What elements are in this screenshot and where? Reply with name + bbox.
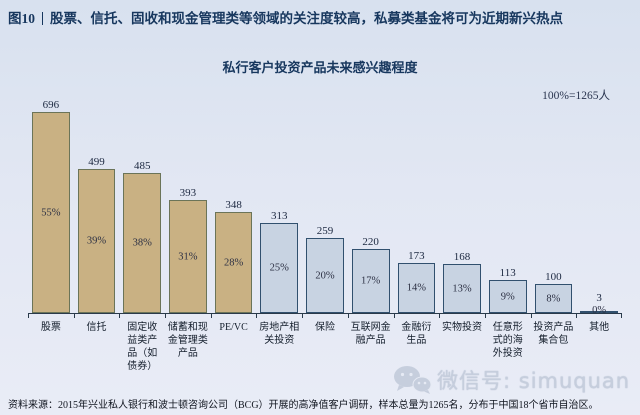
x-axis-label: PE/VC <box>219 322 248 333</box>
bar-normal: 25% <box>260 223 299 313</box>
x-axis-label: 信托 <box>86 322 107 333</box>
chart-title: 私行客户投资产品未来感兴趣程度 <box>222 60 418 75</box>
x-axis-label: 固定收 益类产 品（如 债券） <box>127 322 158 372</box>
bar-column: 100 8% <box>530 271 577 318</box>
sample-size-note: 100%=1265人 <box>542 90 610 102</box>
x-axis-label: 互联网金 融产品 <box>350 322 391 346</box>
bar-pct-label: 55% <box>41 207 61 218</box>
bar-column: 113 9% <box>484 267 531 318</box>
plot-area: 696 55% 499 39% 485 38% 393 31% 348 28% 313 25% 259 2… <box>28 96 622 318</box>
axis-tick <box>28 314 29 318</box>
axis-tick <box>302 314 304 318</box>
bar-pct-label: 9% <box>500 291 515 302</box>
figure-tag: 图10 <box>8 11 35 26</box>
bar-value-label: 100 <box>545 271 562 283</box>
bar-pct-label: 0% <box>592 305 607 316</box>
bar-pct-label: 28% <box>223 257 244 268</box>
bar-column: 696 55% <box>28 99 74 318</box>
bar-column: 313 25% <box>256 210 302 318</box>
bar-column: 220 17% <box>347 236 394 318</box>
bar-column: 168 13% <box>439 251 485 318</box>
bar-value-label: 173 <box>408 250 425 262</box>
bar-normal: 9% <box>488 280 527 313</box>
bar-value-label: 393 <box>179 187 197 199</box>
figure-header: 图10 股票、信托、固收和现金管理类等领域的关注度较高，私募类基金将可为近期新兴热… <box>8 10 634 28</box>
x-axis-label: 实物投资 <box>442 322 483 333</box>
bar-value-label: 485 <box>133 160 151 172</box>
axis-tick <box>210 314 212 318</box>
axis-tick <box>576 314 578 318</box>
bar-column: 3 0% <box>576 292 622 318</box>
axis-tick <box>165 314 167 318</box>
bar-normal: 20% <box>306 238 344 313</box>
bar-value-label: 220 <box>362 236 379 248</box>
bar-pct-label: 13% <box>452 283 472 294</box>
axis-tick <box>439 314 441 318</box>
bar-normal: 14% <box>397 263 436 313</box>
x-axis-label: 房地产相 关投资 <box>259 322 300 346</box>
bar-pct-label: 25% <box>269 262 289 274</box>
axis-tick <box>119 314 121 318</box>
watermark-text: 微信号: simuquan <box>437 369 631 393</box>
bar-highlight: 39% <box>77 169 116 313</box>
bar-value-label: 259 <box>316 225 334 237</box>
wechat-icon <box>394 366 432 394</box>
bar-pct-label: 20% <box>315 270 335 281</box>
bar-highlight: 55% <box>32 112 70 313</box>
bar-column: 259 20% <box>302 225 348 318</box>
axis-tick <box>347 314 349 318</box>
bar-pct-label: 31% <box>178 251 198 262</box>
x-axis-label: 任意形 式的海 外投资 <box>492 322 523 359</box>
axis-tick <box>393 314 395 318</box>
bar-value-label: 113 <box>499 267 516 279</box>
bar-highlight: 28% <box>214 212 253 313</box>
bar-normal: 13% <box>443 264 481 313</box>
bar-value-label: 499 <box>88 156 105 168</box>
x-axis-label: 股票 <box>40 322 61 333</box>
figure-tag-divider <box>42 12 43 25</box>
x-axis-label: 金融衍 生品 <box>401 322 432 346</box>
bar-column: 393 31% <box>165 187 211 318</box>
axis-tick <box>530 314 532 318</box>
x-axis-label: 储蓄和现 金管理类 产品 <box>167 322 208 359</box>
bar-normal: 8% <box>534 284 573 313</box>
watermark: 微信号: simuquan <box>392 365 630 395</box>
bar-value-label: 348 <box>225 199 242 211</box>
x-axis-label: 保险 <box>314 322 335 333</box>
axis-tick <box>73 314 75 318</box>
x-labels: 股票 信托 固定收 益类产 品（如 债券） 储蓄和现 金管理类 产品 PE/VC 房地产相… <box>28 321 622 373</box>
bar-pct-label: 38% <box>132 237 152 249</box>
bar-pct-label: 14% <box>406 282 426 294</box>
bar-normal <box>580 311 618 313</box>
bar-pct-label: 17% <box>361 275 381 287</box>
bar-value-label: 696 <box>42 99 60 111</box>
bar-value-label: 3 <box>596 292 602 304</box>
source-note: 资料来源：2015年兴业私人银行和波士顿咨询公司（BCG）开展的高净值客户调研，… <box>8 400 599 411</box>
bar-column: 173 14% <box>393 250 440 318</box>
bar-pct-label: 8% <box>546 293 561 304</box>
bar-value-label: 168 <box>453 251 471 263</box>
x-axis-label: 投资产品 集合包 <box>533 322 574 346</box>
bar-highlight: 31% <box>169 200 207 313</box>
bar-pct-label: 39% <box>86 235 107 247</box>
figure-headline: 股票、信托、固收和现金管理类等领域的关注度较高，私募类基金将可为近期新兴热点 <box>50 11 563 26</box>
bar-column: 485 38% <box>119 160 165 318</box>
bar-highlight: 38% <box>123 173 162 313</box>
axis-tick <box>256 314 258 318</box>
bar-value-label: 313 <box>271 210 288 222</box>
bar-column: 499 39% <box>73 156 120 318</box>
bar-normal: 17% <box>351 249 390 313</box>
axis-tick <box>484 314 486 318</box>
bar-column: 348 28% <box>210 199 257 318</box>
x-axis-label: 其他 <box>589 322 610 333</box>
